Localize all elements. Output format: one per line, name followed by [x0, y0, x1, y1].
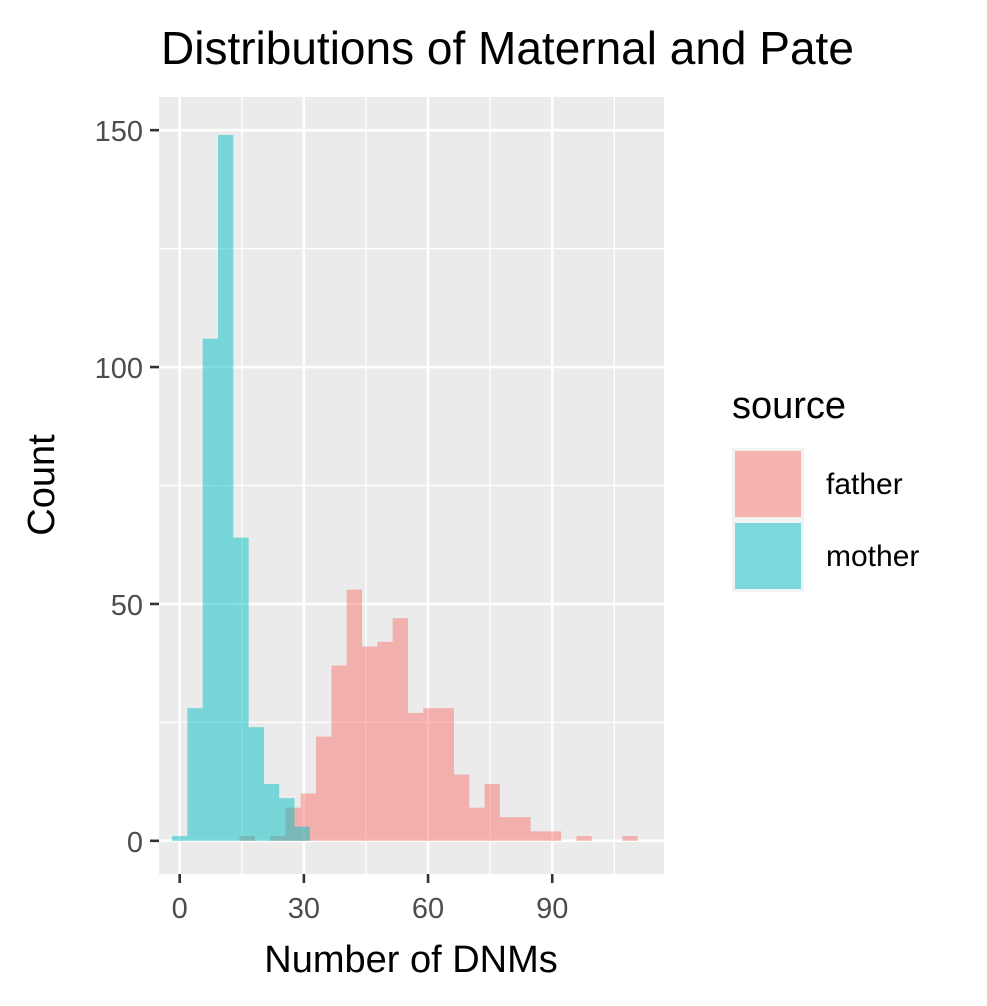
y-tick-label: 50	[111, 590, 143, 622]
bar-father	[331, 665, 347, 841]
series-mother	[172, 134, 310, 841]
grid-minor	[159, 97, 664, 874]
x-tick-label: 30	[288, 893, 320, 925]
x-axis: 0 30 60 90	[172, 874, 568, 925]
bar-mother	[279, 798, 295, 841]
bar-mother	[233, 537, 249, 841]
bar-father	[469, 807, 485, 841]
legend-label-mother: mother	[826, 540, 919, 573]
x-tick-label: 0	[172, 893, 188, 925]
legend-label-father: father	[826, 468, 903, 501]
chart-title: Distributions of Maternal and Pate	[161, 22, 854, 74]
series-father	[239, 589, 638, 841]
bar-mother	[217, 134, 234, 841]
x-tick-label: 60	[412, 893, 444, 925]
y-tick-label: 150	[95, 116, 143, 148]
y-tick-label: 100	[95, 353, 143, 385]
bar-father	[407, 712, 424, 841]
legend: source father mother	[732, 385, 919, 592]
bar-mother	[172, 836, 188, 841]
bar-mother	[294, 826, 310, 841]
bar-mother	[263, 783, 280, 841]
bar-father	[499, 817, 516, 841]
bar-father	[438, 708, 454, 841]
bar-father	[622, 836, 638, 841]
bar-father	[545, 831, 562, 841]
bar-father	[484, 783, 500, 841]
y-tick-label: 0	[127, 827, 143, 859]
bar-mother	[187, 708, 203, 841]
legend-swatch-father	[735, 451, 801, 517]
legend-swatch-mother	[735, 523, 801, 589]
bar-father	[576, 836, 592, 841]
bar-mother	[248, 727, 264, 841]
bar-father	[423, 708, 439, 841]
bar-father	[377, 641, 393, 841]
bar-father	[362, 646, 378, 841]
bar-father	[530, 831, 546, 841]
bar-father	[316, 736, 332, 841]
x-tick-label: 90	[536, 893, 568, 925]
y-axis-title: Count	[21, 434, 63, 536]
bar-mother	[202, 338, 218, 841]
x-axis-title: Number of DNMs	[264, 939, 558, 981]
bar-father	[346, 589, 363, 841]
bar-father	[392, 618, 408, 841]
bar-father	[515, 817, 531, 841]
legend-title: source	[732, 385, 846, 427]
y-axis: 0 50 100 150	[95, 116, 159, 859]
bar-father	[453, 774, 470, 841]
